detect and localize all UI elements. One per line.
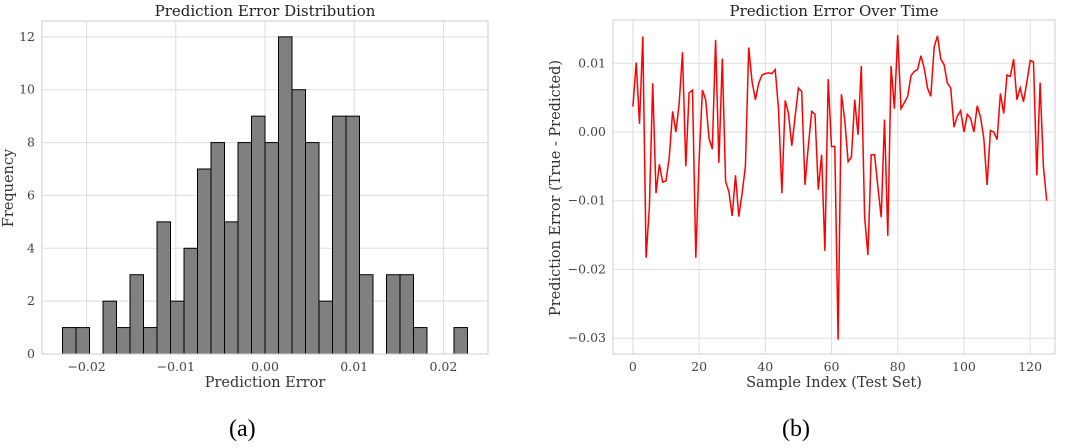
x-tick-label: 0.00	[251, 359, 279, 374]
x-tick-label: −0.01	[157, 359, 195, 374]
line-panel: 0 20 40 60 80 100 120 0.01 0.00 −0.01 −0.02 −0.03 P…	[548, 2, 1056, 391]
y-tick-label: −0.03	[568, 330, 606, 345]
line-ticks: 0 20 40 60 80 100 120 0.01 0.00 −0.01 −0.02 −0.03	[568, 55, 1042, 374]
histogram-bar	[318, 300, 333, 355]
y-tick-label: −0.01	[568, 193, 606, 208]
x-tick-label: 0	[629, 359, 637, 374]
x-tick-label: 100	[952, 359, 976, 374]
line-x-label: Sample Index (Test Set)	[746, 375, 922, 391]
histogram-bar	[116, 327, 131, 355]
x-tick-label: 60	[824, 359, 840, 374]
x-tick-label: 0.01	[340, 359, 368, 374]
histogram-title: Prediction Error Distribution	[155, 2, 376, 20]
histogram-bar	[170, 300, 185, 355]
x-tick-label: −0.02	[67, 359, 105, 374]
x-tick-label: 80	[890, 359, 906, 374]
histogram-bar	[75, 327, 91, 355]
histogram-bar	[224, 221, 239, 355]
line-title: Prediction Error Over Time	[730, 2, 939, 20]
y-tick-label: 12	[19, 29, 35, 44]
y-tick-label: 10	[19, 82, 35, 97]
plot-background	[613, 20, 1055, 354]
line-y-label: Prediction Error (True - Predicted)	[548, 60, 564, 316]
caption-b: (b)	[782, 416, 810, 442]
histogram-bar	[251, 115, 266, 355]
x-tick-label: 20	[691, 359, 707, 374]
line-grid	[613, 20, 1055, 354]
y-tick-label: 2	[27, 293, 35, 308]
histogram-bar	[62, 327, 77, 355]
y-tick-label: −0.02	[568, 261, 606, 276]
histogram-ticks: −0.02 −0.01 0.00 0.01 0.02 0 2 4 6 8 10 12	[19, 29, 457, 374]
x-tick-label: 120	[1018, 359, 1042, 374]
histogram-bar	[358, 274, 374, 355]
histogram-bar	[331, 115, 347, 355]
histogram-x-label: Prediction Error	[205, 375, 326, 391]
histogram-bars	[62, 36, 468, 355]
histogram-bar	[237, 142, 253, 355]
y-tick-label: 0	[27, 346, 35, 361]
histogram-bar	[102, 300, 118, 355]
histogram-bar	[264, 142, 279, 355]
histogram-panel: −0.02 −0.01 0.00 0.01 0.02 0 2 4 6 8 10 12 Predicti…	[1, 2, 489, 391]
caption-a: (a)	[229, 416, 256, 442]
y-tick-label: 4	[27, 240, 35, 255]
histogram-bar	[345, 115, 360, 355]
y-tick-label: 0.01	[578, 55, 606, 70]
histogram-bar	[129, 274, 145, 355]
histogram-bar	[291, 89, 306, 355]
histogram-bar	[453, 327, 468, 355]
histogram-bar	[156, 221, 172, 355]
histogram-y-label: Frequency	[1, 148, 17, 227]
x-tick-label: 0.02	[429, 359, 457, 374]
histogram-bar	[277, 36, 293, 355]
x-tick-label: 40	[757, 359, 773, 374]
histogram-bar	[210, 142, 226, 355]
histogram-frame	[41, 20, 489, 355]
histogram-bar	[412, 327, 428, 355]
y-tick-label: 6	[27, 187, 35, 202]
histogram-bar	[183, 247, 199, 355]
y-tick-label: 0.00	[578, 124, 606, 139]
histogram-bar	[304, 142, 320, 355]
error-series-line	[632, 35, 1048, 340]
histogram-bar	[385, 274, 401, 355]
line-frame	[612, 19, 1056, 355]
histogram-bar	[399, 274, 414, 355]
histogram-bar	[197, 168, 212, 355]
histogram-bar	[143, 327, 158, 355]
y-tick-label: 8	[27, 135, 35, 150]
